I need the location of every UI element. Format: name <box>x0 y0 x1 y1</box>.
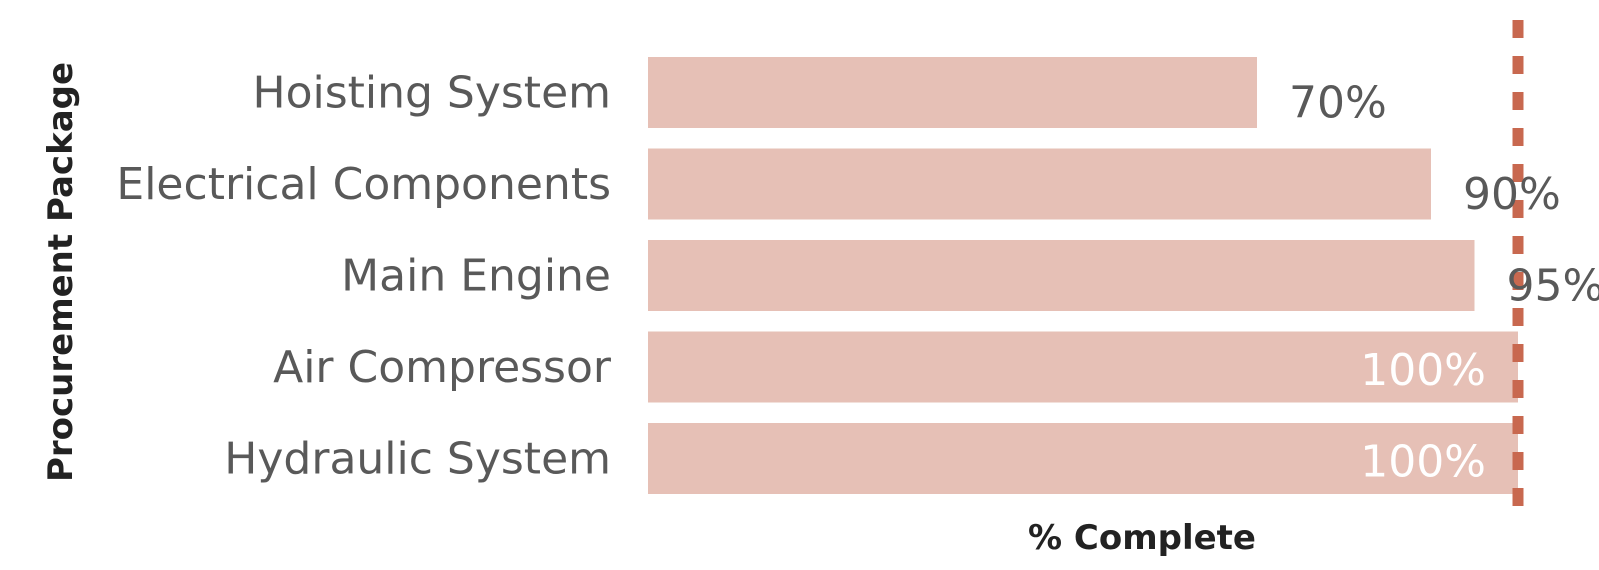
data-label: 100% <box>1360 345 1486 396</box>
bar <box>648 57 1257 128</box>
category-label: Hydraulic System <box>224 434 611 485</box>
data-label: 95% <box>1507 261 1599 312</box>
category-labels: Hoisting System Electrical Components Main… <box>116 68 611 485</box>
bar <box>648 148 1431 220</box>
category-label: Air Compressor <box>273 342 612 393</box>
bar <box>648 423 1518 494</box>
bars-layer <box>648 57 1518 494</box>
bar <box>648 331 1518 403</box>
bar <box>648 240 1475 311</box>
y-axis-title: Procurement Package <box>41 62 81 482</box>
category-label: Main Engine <box>341 251 611 302</box>
category-label: Electrical Components <box>116 159 611 210</box>
category-label: Hoisting System <box>252 68 611 119</box>
data-label: 70% <box>1289 78 1387 129</box>
x-axis-title: % Complete <box>1028 518 1256 558</box>
labels-layer: 70% 90% 95% 100% 100% <box>1289 78 1599 488</box>
data-label: 100% <box>1360 437 1486 488</box>
data-label: 90% <box>1463 169 1561 220</box>
